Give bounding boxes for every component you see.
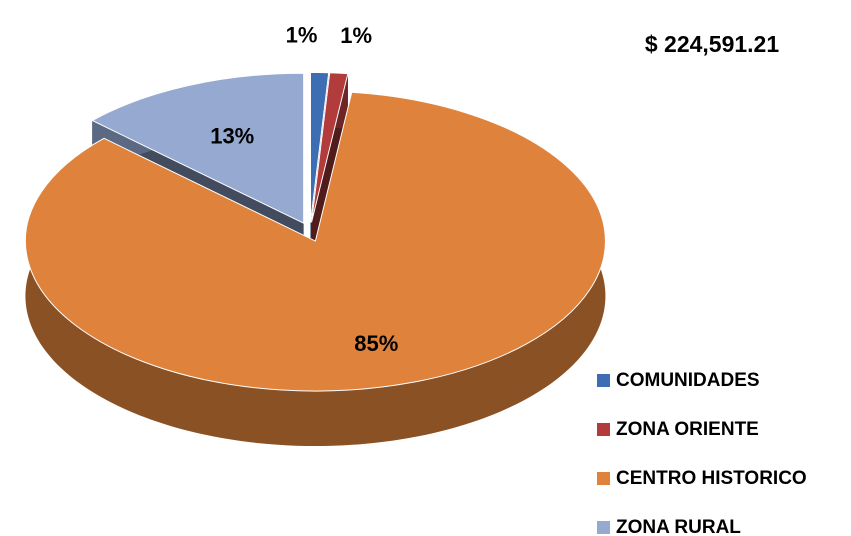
- slice: [24, 91, 606, 392]
- legend-label: ZONA ORIENTE: [616, 419, 759, 440]
- legend-label: COMUNIDADES: [616, 370, 760, 391]
- legend-swatch: [597, 374, 610, 387]
- data-label: 1%: [340, 23, 372, 48]
- data-label: 13%: [210, 124, 254, 149]
- legend-label: CENTRO HISTORICO: [616, 468, 807, 489]
- legend-swatch: [597, 423, 610, 436]
- slice-tops: [24, 71, 606, 392]
- slice: [310, 71, 330, 223]
- slice: [311, 72, 349, 223]
- data-label: 85%: [354, 331, 398, 356]
- legend-label: ZONA RURAL: [616, 517, 741, 536]
- annotation: $ 224,591.21: [645, 31, 780, 57]
- slice: [91, 72, 305, 224]
- legend-swatch: [597, 472, 610, 485]
- data-label: 1%: [286, 22, 318, 47]
- legend-swatch: [597, 521, 610, 534]
